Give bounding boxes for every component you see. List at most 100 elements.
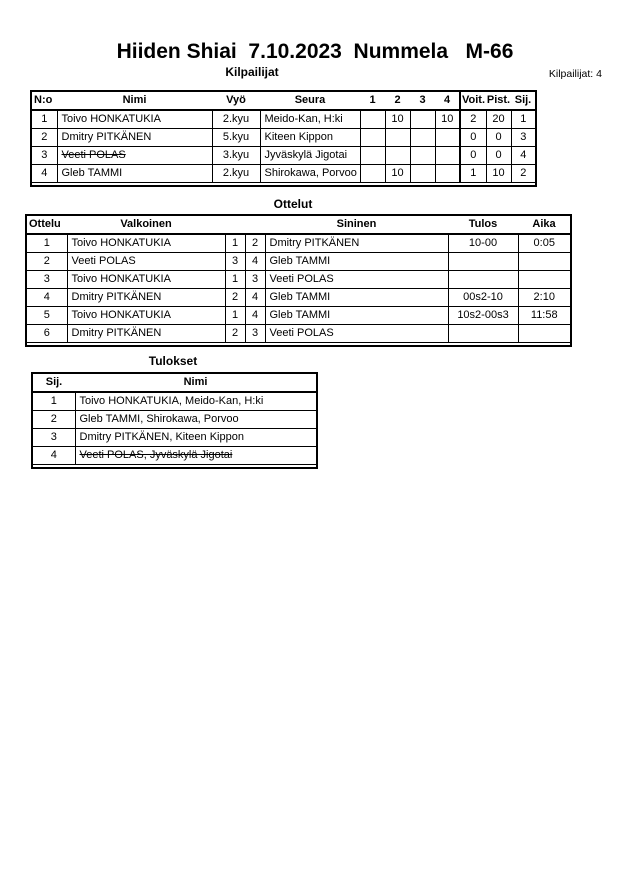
final-result-row: 3 Dmitry PITKÄNEN, Kiteen Kippon [33,428,316,447]
white-competitor-name: Dmitry PITKÄNEN [66,288,226,307]
competitor-and-club: Dmitry PITKÄNEN, Kiteen Kippon [74,428,316,447]
col-header-round-2: 2 [385,92,410,111]
round-2-score: 10 [384,164,411,183]
belt-grade: 5.kyu [211,128,261,147]
blue-competitor-name: Dmitry PITKÄNEN [264,233,449,253]
match-result [447,252,519,271]
round-1-score [359,128,386,147]
col-header-sininen: Sininen [265,216,448,235]
kilpailijat-section-label: Kilpailijat [225,65,279,79]
match-row: 6 Dmitry PITKÄNEN 2 3 Veeti POLAS [27,324,570,343]
round-3-score [409,109,436,129]
match-row: 2 Veeti POLAS 3 4 Gleb TAMMI [27,252,570,271]
col-header-round-3: 3 [410,92,435,111]
placement: 3 [510,128,535,147]
ottelut-header-row: Ottelu Valkoinen Sininen Tulos Aika [27,216,570,235]
competitor-name: Veeti POLAS [56,146,213,165]
points-count: 20 [485,109,512,129]
ottelut-section-label: Ottelut [273,197,313,211]
col-header-tulos: Tulos [448,216,518,235]
col-header-ottelu: Ottelu [27,216,67,235]
belt-grade: 2.kyu [211,164,261,183]
round-4-score [434,128,461,147]
kilpailijat-table: N:o Nimi Vyö Seura 1 2 3 4 Voit. Pist. S… [30,90,537,187]
match-number: 3 [27,270,68,289]
col-header-aika: Aika [518,216,570,235]
round-1-score [359,164,386,183]
col-header-nimi: Nimi [57,92,212,111]
placement: 2 [33,410,76,429]
match-time [517,270,570,289]
white-competitor-number: 1 [224,233,246,253]
competitor-row: 1 Toivo HONKATUKIA 2.kyu Meido-Kan, H:ki 10 1… [32,109,535,129]
club-name: Shirokawa, Porvoo [259,164,361,183]
white-competitor-name: Toivo HONKATUKIA [66,270,226,289]
col-header-seura: Seura [260,92,360,111]
match-row: 5 Toivo HONKATUKIA 1 4 Gleb TAMMI 10s2-00s3 11… [27,306,570,325]
col-header-sij: Sij. [33,374,75,393]
blue-competitor-number: 4 [244,306,266,325]
round-1-score [359,146,386,165]
col-header-no: N:o [32,92,57,111]
competitor-number: 2 [32,128,58,147]
white-competitor-number: 1 [224,306,246,325]
blue-competitor-number: 2 [244,233,266,253]
white-competitor-number: 1 [224,270,246,289]
col-header-valkoinen: Valkoinen [67,216,225,235]
competitor-and-club: Veeti POLAS, Jyväskylä Jigotai [74,446,316,465]
blue-competitor-number: 3 [244,270,266,289]
match-time [517,252,570,271]
placement: 4 [33,446,76,465]
blue-competitor-number: 3 [244,324,266,343]
match-result: 00s2-10 [447,288,519,307]
placement: 3 [33,428,76,447]
round-2-score: 10 [384,109,411,129]
match-number: 5 [27,306,68,325]
points-count: 10 [485,164,512,183]
points-count: 0 [485,128,512,147]
match-result: 10-00 [447,233,519,253]
competitor-number: 3 [32,146,58,165]
points-count: 0 [485,146,512,165]
col-header-voit: Voit. [459,92,486,111]
match-number: 1 [27,233,68,253]
tulokset-table: Sij. Nimi 1 Toivo HONKATUKIA, Meido-Kan, … [31,372,318,469]
final-result-row: 2 Gleb TAMMI, Shirokawa, Porvoo [33,410,316,429]
final-result-row: 4 Veeti POLAS, Jyväskylä Jigotai [33,446,316,465]
white-competitor-name: Toivo HONKATUKIA [66,233,226,253]
blue-competitor-name: Gleb TAMMI [264,252,449,271]
placement: 2 [510,164,535,183]
competitor-number: 1 [32,109,58,129]
wins-count: 1 [459,164,487,183]
competitor-number: 4 [32,164,58,183]
match-result: 10s2-00s3 [447,306,519,325]
col-header-white-number [225,216,245,235]
round-4-score [434,164,461,183]
col-header-nimi: Nimi [75,374,316,393]
competitor-count-label: Kilpailijat: 4 [548,68,602,80]
match-number: 4 [27,288,68,307]
match-time: 2:10 [517,288,570,307]
competitor-and-club: Toivo HONKATUKIA, Meido-Kan, H:ki [74,391,316,411]
round-4-score: 10 [434,109,461,129]
round-2-score [384,146,411,165]
white-competitor-name: Dmitry PITKÄNEN [66,324,226,343]
blue-competitor-name: Veeti POLAS [264,270,449,289]
competitor-name: Toivo HONKATUKIA [56,109,213,129]
tulokset-header-row: Sij. Nimi [33,374,316,393]
competitor-row: 2 Dmitry PITKÄNEN 5.kyu Kiteen Kippon 0 0 3 [32,128,535,147]
blue-competitor-number: 4 [244,288,266,307]
match-time: 0:05 [517,233,570,253]
white-competitor-number: 2 [224,288,246,307]
placement: 1 [33,391,76,411]
club-name: Jyväskylä Jigotai [259,146,361,165]
col-header-blue-number [245,216,265,235]
club-name: Meido-Kan, H:ki [259,109,361,129]
competitor-row: 3 Veeti POLAS 3.kyu Jyväskylä Jigotai 0 0 4 [32,146,535,165]
col-header-vyo: Vyö [212,92,260,111]
round-2-score [384,128,411,147]
round-3-score [409,128,436,147]
round-1-score [359,109,386,129]
white-competitor-name: Veeti POLAS [66,252,226,271]
